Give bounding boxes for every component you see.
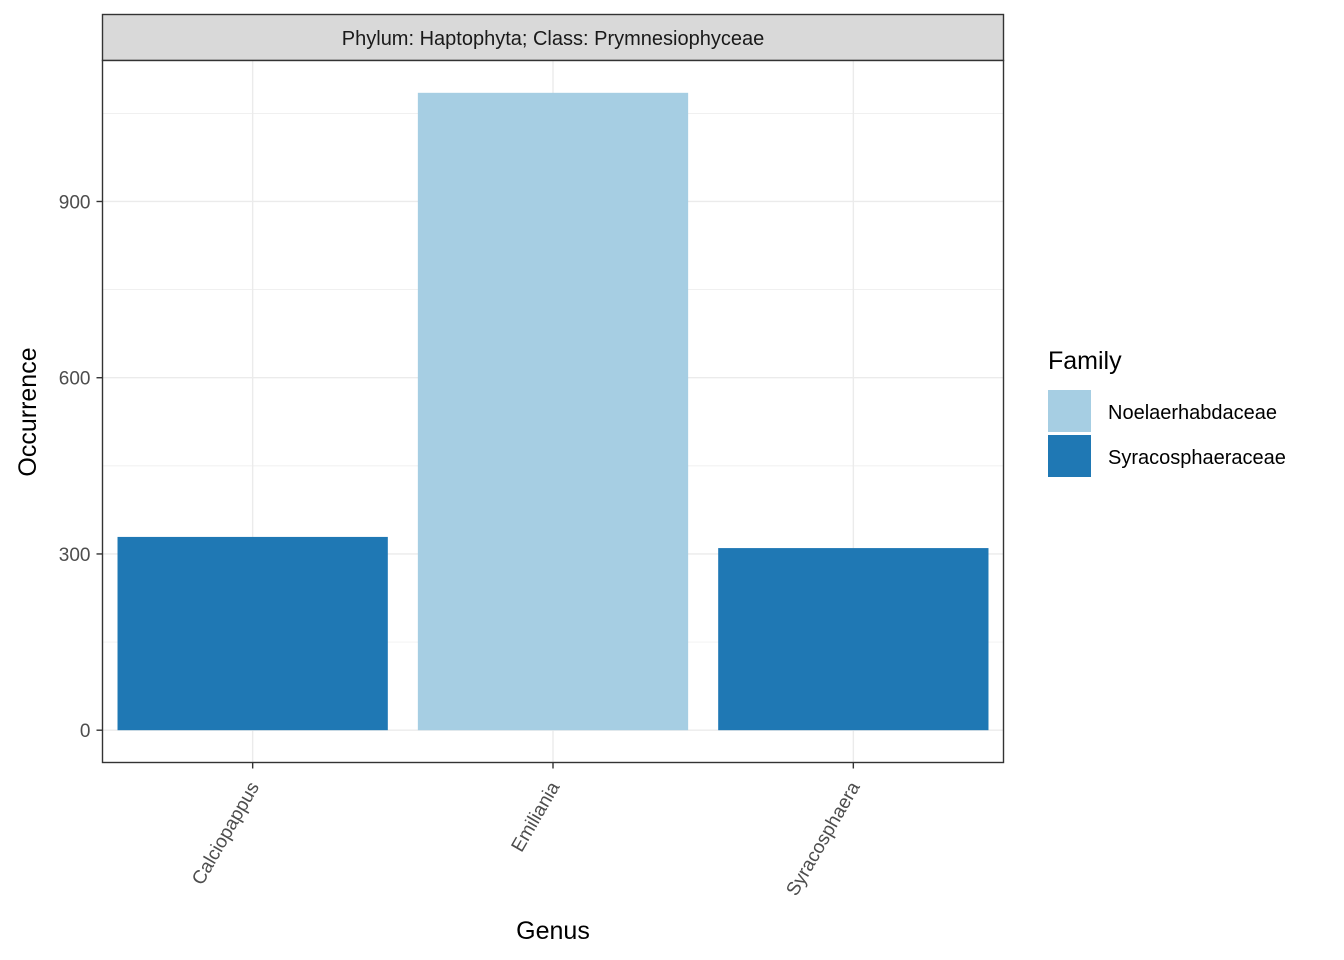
y-axis: 0 300 600 900 (59, 192, 103, 742)
legend: Family Noelaerhabdaceae Syracosphaeraceae (1048, 347, 1286, 477)
bar-calciopappus (117, 536, 388, 731)
legend-label: Syracosphaeraceae (1108, 447, 1286, 469)
bars (117, 92, 989, 731)
y-tick-label: 900 (59, 192, 91, 213)
x-tick-label: Emiliania (508, 778, 565, 856)
y-axis-title: Occurrence (14, 347, 42, 476)
y-tick-label: 0 (80, 721, 91, 742)
bar-emiliania (417, 92, 689, 731)
facet-strip-label: Phylum: Haptophyta; Class: Prymnesiophyc… (342, 28, 764, 50)
legend-swatch (1048, 435, 1091, 477)
x-axis: Calciopappus Emiliania Syracosphaera (188, 762, 865, 900)
x-axis-title: Genus (516, 917, 590, 945)
y-tick-label: 300 (59, 545, 91, 566)
legend-label: Noelaerhabdaceae (1108, 402, 1277, 424)
x-tick-label: Syracosphaera (783, 778, 865, 900)
y-tick-label: 600 (59, 369, 91, 390)
bar-syracosphaera (718, 548, 989, 731)
legend-swatch (1048, 390, 1091, 432)
facet-strip (101, 13, 1005, 62)
legend-title: Family (1048, 347, 1122, 375)
x-tick-label: Calciopappus (188, 779, 264, 889)
